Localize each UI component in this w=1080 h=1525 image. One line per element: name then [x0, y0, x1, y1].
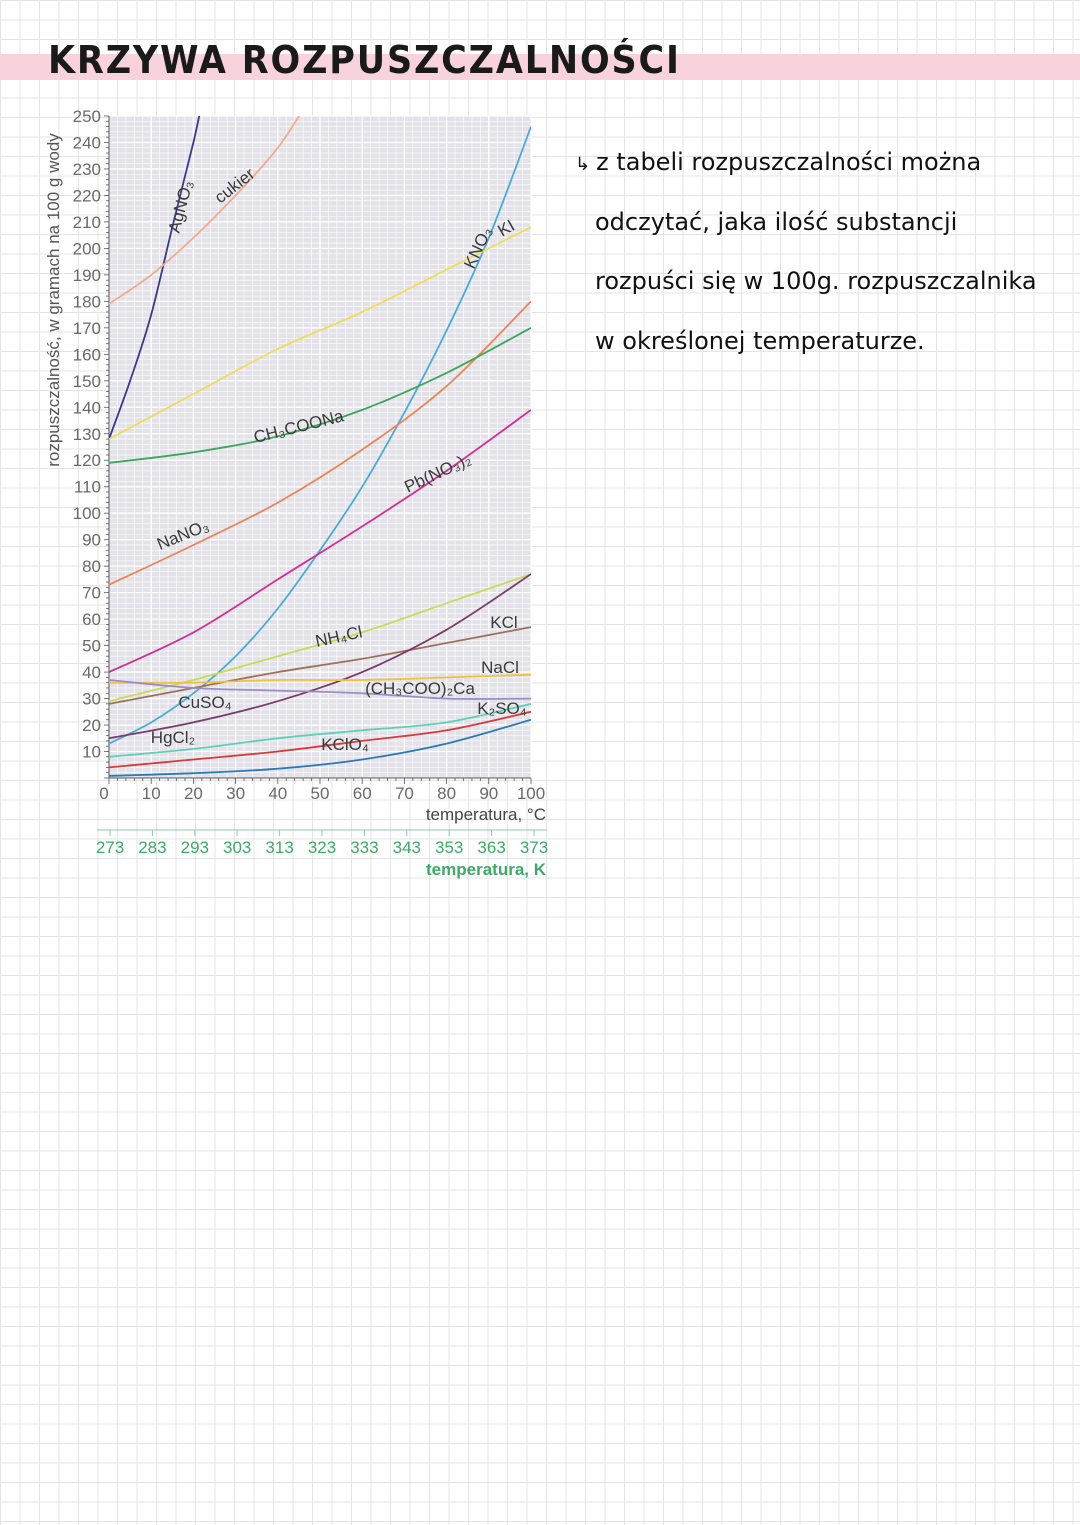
kelvin-tick-label: 293 [181, 838, 209, 857]
kelvin-tick-label: 343 [393, 838, 421, 857]
series-line-nacl [109, 673, 531, 684]
kelvin-tick-label: 363 [477, 838, 505, 857]
title-highlight [0, 54, 1080, 80]
series-label-cuso4: CuSO₄ [178, 693, 231, 712]
y-tick-label: 30 [82, 690, 101, 709]
y-tick-label: 240 [73, 133, 101, 152]
kelvin-tick-label: 313 [265, 838, 293, 857]
y-tick-label: 200 [73, 239, 101, 258]
y-axis-title: rozpuszczalność, w gramach na 100 g wody [44, 133, 63, 467]
series-line-kno3 [109, 126, 531, 745]
series-line-ch3coona [109, 327, 531, 464]
series-line-nano3 [109, 300, 531, 586]
series-line-cukier [109, 116, 301, 305]
x-zero-label: 0 [99, 784, 108, 803]
y-tick-label: 100 [73, 504, 101, 523]
series-line-hgcl2 [109, 710, 531, 769]
kelvin-tick-label: 353 [435, 838, 463, 857]
x-tick-label: 50 [311, 784, 330, 803]
y-tick-label: 120 [73, 451, 101, 470]
y-tick-label: 60 [82, 610, 101, 629]
y-tick-label: 40 [82, 663, 101, 682]
y-tick-label: 160 [73, 345, 101, 364]
kelvin-tick-label: 283 [138, 838, 166, 857]
y-tick-label: 220 [73, 186, 101, 205]
series-line-agno3 [109, 116, 201, 440]
series-line-kclo4 [109, 718, 531, 777]
series-line-cuso4 [109, 573, 531, 740]
series-line-kcl [109, 626, 531, 705]
y-tick-label: 10 [82, 743, 101, 762]
kelvin-tick-label: 373 [520, 838, 548, 857]
x-tick-label: 70 [395, 784, 414, 803]
series-label-k2so4: K₂SO₄ [477, 699, 527, 718]
series-label-hgcl2: HgCl₂ [151, 728, 195, 747]
x-tick-label: 10 [142, 784, 161, 803]
y-tick-label: 20 [82, 716, 101, 735]
y-tick-label: 150 [73, 372, 101, 391]
note-line-1: ↳ z tabeli rozpuszczalności można [575, 140, 1055, 200]
y-tick-label: 140 [73, 398, 101, 417]
x-tick-label: 100 [517, 784, 545, 803]
series-line-ki [109, 226, 531, 440]
kelvin-tick-label: 323 [308, 838, 336, 857]
y-tick-label: 130 [73, 425, 101, 444]
series-label-kcl: KCl [490, 613, 517, 632]
series-line-k2so4 [109, 703, 531, 758]
note-line-4: w określonej temperaturze. [575, 319, 1055, 379]
x-tick-label: 90 [479, 784, 498, 803]
series-label--ch3coo-2ca: (CH₃COO)₂Ca [365, 679, 475, 698]
x-tick-label: 60 [353, 784, 372, 803]
y-tick-label: 110 [74, 478, 101, 497]
kelvin-tick-label: 333 [350, 838, 378, 857]
x-tick-label: 40 [268, 784, 287, 803]
y-tick-label: 50 [82, 637, 101, 656]
page-title: KRZYWA ROZPUSZCZALNOŚCI [48, 38, 681, 82]
y-tick-label: 180 [73, 292, 101, 311]
note-text-4: w określonej temperaturze. [595, 326, 925, 355]
kelvin-tick-label: 273 [96, 838, 124, 857]
note-text-2: odczytać, jaka ilość substancji [595, 207, 958, 236]
series-label-nacl: NaCl [481, 658, 519, 677]
y-tick-label: 170 [73, 319, 101, 338]
y-tick-label: 70 [82, 584, 101, 603]
y-tick-label: 210 [73, 213, 101, 232]
series-line--ch3coo-2ca [109, 679, 531, 700]
x-tick-label: 30 [226, 784, 245, 803]
y-tick-label: 190 [73, 266, 101, 285]
y-tick-label: 230 [73, 160, 101, 179]
y-tick-label: 90 [82, 531, 101, 550]
y-tick-label: 250 [73, 107, 101, 126]
series-line-pb-no3-2 [109, 409, 531, 673]
note: ↳ z tabeli rozpuszczalności można odczyta… [575, 140, 1055, 378]
kelvin-tick-label: 303 [223, 838, 251, 857]
x-axis-title: temperatura, °C [426, 805, 546, 824]
x-tick-label: 20 [184, 784, 203, 803]
note-line-2: odczytać, jaka ilość substancji [575, 200, 1055, 260]
note-text-3: rozpuści się w 100g. rozpuszczalnika [595, 267, 1037, 295]
kelvin-axis-title: temperatura, K [426, 860, 547, 879]
y-tick-label: 80 [82, 557, 101, 576]
arrow-icon: ↳ [575, 154, 591, 175]
note-text-1: z tabeli rozpuszczalności można [596, 148, 982, 176]
note-line-3: rozpuści się w 100g. rozpuszczalnika [575, 259, 1055, 319]
series-label-kclo4: KClO₄ [321, 735, 369, 754]
x-tick-label: 80 [437, 784, 456, 803]
